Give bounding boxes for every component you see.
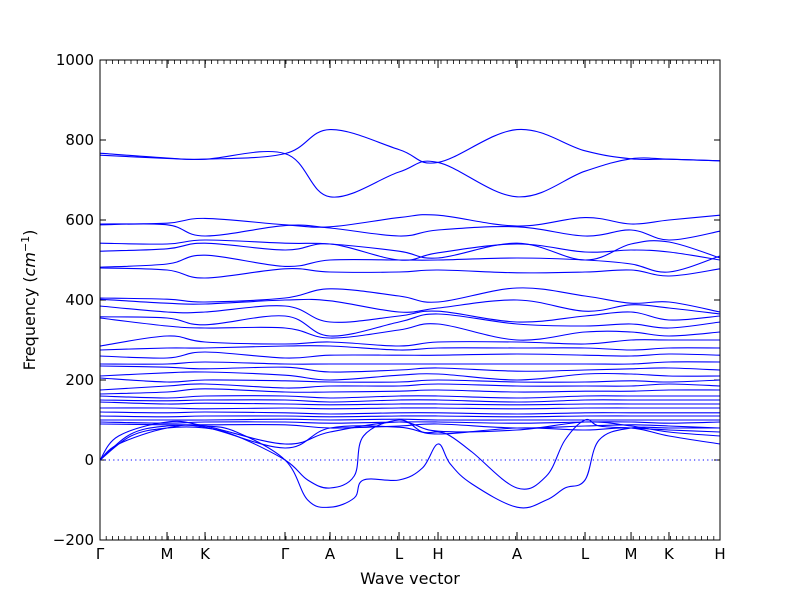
x-tick-label: H [432,545,443,563]
y-tick-label: 600 [65,211,94,229]
phonon-band-line [99,317,721,341]
phonon-band-line [99,242,721,261]
phonon-band-line [99,298,721,315]
x-tick-label: L [581,545,590,563]
phonon-band-line [99,424,720,509]
phonon-band-line [99,345,721,351]
phonon-band-line [99,383,721,391]
y-tick-label: 400 [65,291,94,309]
x-tick-label: M [625,545,638,563]
y-axis-title-suffix: ) [20,230,39,236]
x-axis-title: Wave vector [360,569,460,588]
phonon-band-line [99,371,721,381]
phonon-band-line [99,418,720,421]
phonon-band-line [99,399,720,403]
y-axis-title-unit: cm [20,252,39,276]
y-tick-label: 0 [84,451,94,469]
x-minor-ticks [105,60,715,540]
y-axis-title: Frequency (cm−1) [19,230,39,371]
x-tick-label: Γ [96,545,105,563]
plot-frame [99,59,721,541]
y-axis-title-prefix: Frequency ( [20,276,39,370]
phonon-band-line [99,411,720,415]
phonon-band-line [99,418,721,490]
phonon-band-line [99,388,721,395]
phonon-band-line [99,254,721,273]
phonon-band-line [99,421,721,424]
phonon-band-line [99,129,721,164]
phonon-band-line [99,351,721,359]
y-axis-title-exponent: −1 [19,236,32,252]
x-tick-label: K [664,545,675,563]
phonon-band-line [99,420,721,461]
x-tick-label: Γ [281,545,290,563]
phonon-band-line [99,335,720,347]
phonon-band-line [99,223,721,241]
phonon-band-line [99,239,721,261]
x-tick-label: K [200,545,211,563]
phonon-band-line [99,214,721,228]
y-tick-label: 800 [65,131,94,149]
phonon-band-line [99,407,720,410]
x-tick-label: L [395,545,404,563]
phonon-band-line [99,401,720,406]
y-tick-labels: −200 0 200 400 600 800 1000 [53,51,94,549]
x-tick-label: H [714,545,725,563]
y-tick-label: 1000 [56,51,94,69]
y-tick-label: 200 [65,371,94,389]
phonon-band-line [99,305,721,323]
phonon-band-line [99,267,721,279]
x-tick-label: A [512,545,523,563]
y-tick-label: −200 [53,531,94,549]
phonon-band-line [99,377,721,383]
phonon-band-line [99,361,721,365]
phonon-band-line [99,415,720,418]
phonon-band-line [99,365,721,373]
phonon-band-line [99,287,721,313]
phonon-band-line [99,395,720,399]
x-tick-label: M [161,545,174,563]
phonon-bands [99,129,721,509]
phonon-band-line [99,313,721,337]
x-tick-label: A [325,545,336,563]
